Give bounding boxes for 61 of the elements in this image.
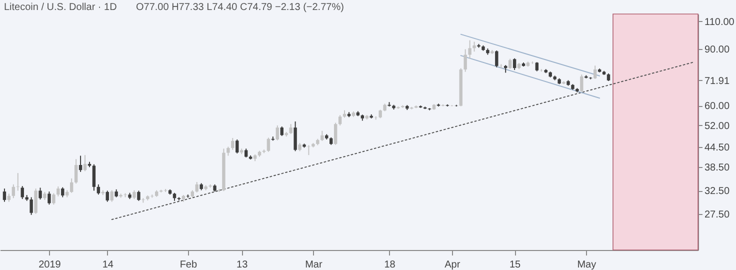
candlestick xyxy=(280,126,284,136)
candlestick xyxy=(137,190,140,202)
candlestick xyxy=(320,130,324,142)
candlestick xyxy=(12,184,16,199)
x-tick-label: 2019 xyxy=(38,260,62,270)
candlestick xyxy=(512,58,516,71)
x-tick-label: May xyxy=(577,260,596,270)
candlestick xyxy=(92,164,96,192)
y-tick-label: 32.50 xyxy=(704,186,730,198)
candlestick xyxy=(266,137,270,152)
candlestick xyxy=(110,190,114,202)
candlestick xyxy=(38,187,42,200)
candlestick xyxy=(508,58,512,70)
candlestick xyxy=(226,146,230,156)
candlestick xyxy=(195,181,198,193)
candlestick xyxy=(338,114,342,126)
candlestick xyxy=(96,184,100,196)
x-tick-label: 14 xyxy=(102,260,114,270)
candlestick xyxy=(231,137,234,150)
candlestick xyxy=(83,154,87,172)
candlestick xyxy=(56,186,60,197)
y-tick-label: 60.00 xyxy=(704,101,730,112)
candlestick xyxy=(472,41,476,52)
candlestick xyxy=(106,190,109,202)
x-tick-label: Apr xyxy=(444,260,461,270)
candlestick xyxy=(468,40,472,60)
chart-title: Litecoin / U.S. Dollar · 1D xyxy=(4,2,117,13)
candlestick xyxy=(16,172,20,192)
candlestick xyxy=(276,124,280,141)
candlestick xyxy=(52,192,56,206)
candlestick xyxy=(2,188,6,202)
candlestick xyxy=(30,196,33,216)
candlestick xyxy=(48,191,51,206)
candlestick xyxy=(78,155,82,172)
candlestick xyxy=(20,186,24,200)
candlestick xyxy=(580,74,584,92)
candlestick xyxy=(495,50,498,68)
x-tick-label: 18 xyxy=(384,260,396,270)
y-tick-label: 71.91 xyxy=(704,76,730,87)
x-tick-label: 13 xyxy=(236,260,248,270)
candlestick xyxy=(464,48,467,72)
candlestick xyxy=(535,62,539,72)
x-tick-label: Feb xyxy=(180,260,198,270)
candlestick xyxy=(593,65,597,80)
y-tick-label: 38.50 xyxy=(704,162,730,174)
candlestick xyxy=(289,124,292,134)
candlestick xyxy=(294,120,297,152)
candlestick xyxy=(74,158,78,184)
candlestick xyxy=(70,178,74,194)
x-tick-label: 15 xyxy=(509,260,522,270)
y-tick-label: 27.50 xyxy=(704,209,730,220)
y-tick-label: 90.00 xyxy=(704,44,730,56)
candlestick xyxy=(61,186,64,198)
candlestick xyxy=(334,122,338,146)
candlestick xyxy=(34,188,38,214)
text: O77.00 H77.33 L74.40 C74.79 −2.13 (−2.77%) xyxy=(136,2,344,13)
y-tick-label: 44.50 xyxy=(704,142,730,154)
y-tick-label: 110.00 xyxy=(704,16,735,28)
candlestick xyxy=(236,138,239,154)
y-tick-label: 52.00 xyxy=(704,120,730,132)
x-tick-label: Mar xyxy=(305,260,323,270)
